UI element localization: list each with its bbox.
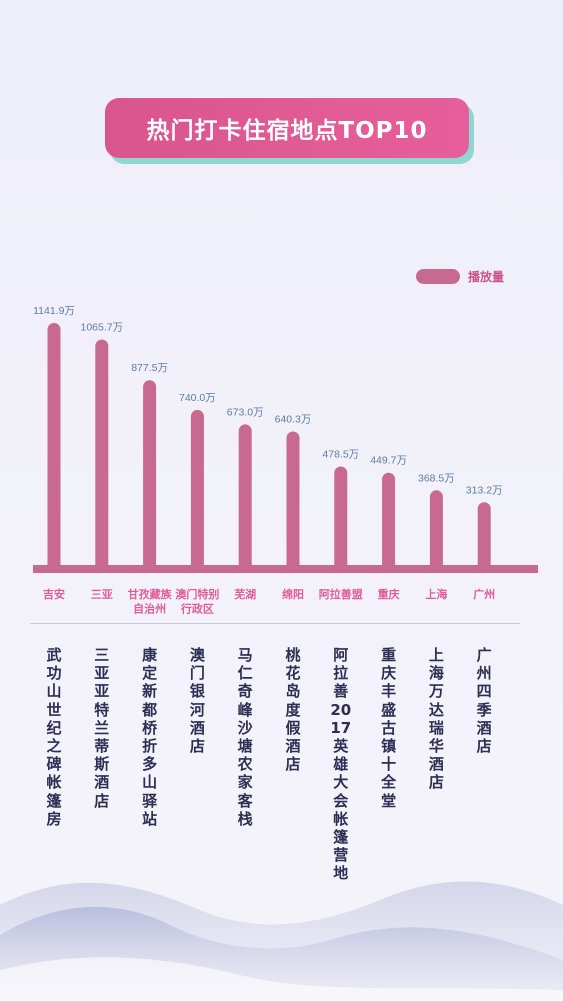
bar-2 — [95, 339, 109, 572]
category-label-3-line-1: 甘孜藏族 — [128, 587, 173, 601]
category-label-4-line-2: 行政区 — [180, 602, 214, 616]
divider — [30, 623, 520, 624]
hotel-name-8: 重庆丰盛古镇十全堂 — [381, 646, 397, 810]
legend-swatch — [416, 269, 460, 284]
value-label-5: 673.0万 — [227, 406, 264, 418]
page-title: 热门打卡住宿地点TOP10 — [146, 118, 428, 144]
hotel-name-5: 马仁奇峰沙塘农家客栈 — [237, 646, 253, 828]
bar-7 — [334, 466, 348, 572]
category-label-2: 三亚 — [91, 588, 113, 601]
category-label-8: 重庆 — [378, 587, 400, 601]
value-label-6: 640.3万 — [275, 413, 312, 425]
chart-baseline — [33, 565, 538, 573]
category-label-6: 绵阳 — [282, 587, 304, 601]
category-label-9: 上海 — [425, 587, 447, 601]
bar-5 — [238, 424, 252, 572]
bar-3 — [143, 380, 157, 572]
hotel-name-1: 武功山世纪之碑帐篷房 — [46, 646, 62, 828]
category-label-5: 芜湖 — [234, 587, 256, 601]
hotel-name-10: 广州四季酒店 — [476, 646, 492, 756]
bar-4 — [190, 409, 204, 572]
bar-1 — [47, 323, 61, 572]
value-label-1: 1141.9万 — [33, 305, 75, 317]
bar-9 — [429, 490, 443, 572]
title-banner: 热门打卡住宿地点TOP10 — [105, 98, 469, 158]
value-label-7: 478.5万 — [322, 448, 359, 460]
hotel-name-7: 阿拉善2017英雄大会帐篷营地 — [330, 646, 352, 883]
category-label-10: 广州 — [473, 587, 495, 601]
value-label-9: 368.5万 — [418, 472, 455, 484]
legend-label: 播放量 — [468, 270, 505, 284]
bar-8 — [382, 472, 396, 572]
value-label-4: 740.0万 — [179, 392, 216, 404]
category-label-1: 吉安 — [43, 587, 65, 601]
value-label-3: 877.5万 — [131, 362, 168, 374]
category-label-3-line-2: 自治州 — [133, 602, 166, 616]
value-label-10: 313.2万 — [466, 484, 503, 496]
category-label-7: 阿拉善盟 — [319, 587, 363, 601]
category-label-4-line-1: 澳门特别 — [175, 587, 219, 601]
bar-10 — [477, 502, 491, 572]
hotel-name-2: 三亚亚特兰蒂斯酒店 — [94, 646, 110, 810]
hotel-name-4: 澳门银河酒店 — [189, 646, 205, 756]
hotel-name-9: 上海万达瑞华酒店 — [428, 646, 444, 792]
value-label-8: 449.7万 — [370, 455, 407, 467]
value-label-2: 1065.7万 — [80, 321, 123, 333]
legend: 播放量 — [416, 268, 504, 285]
bar-6 — [286, 431, 300, 572]
hotel-name-6: 桃花岛度假酒店 — [285, 646, 301, 774]
hotel-name-3: 康定新都桥折多山驿站 — [142, 646, 158, 828]
